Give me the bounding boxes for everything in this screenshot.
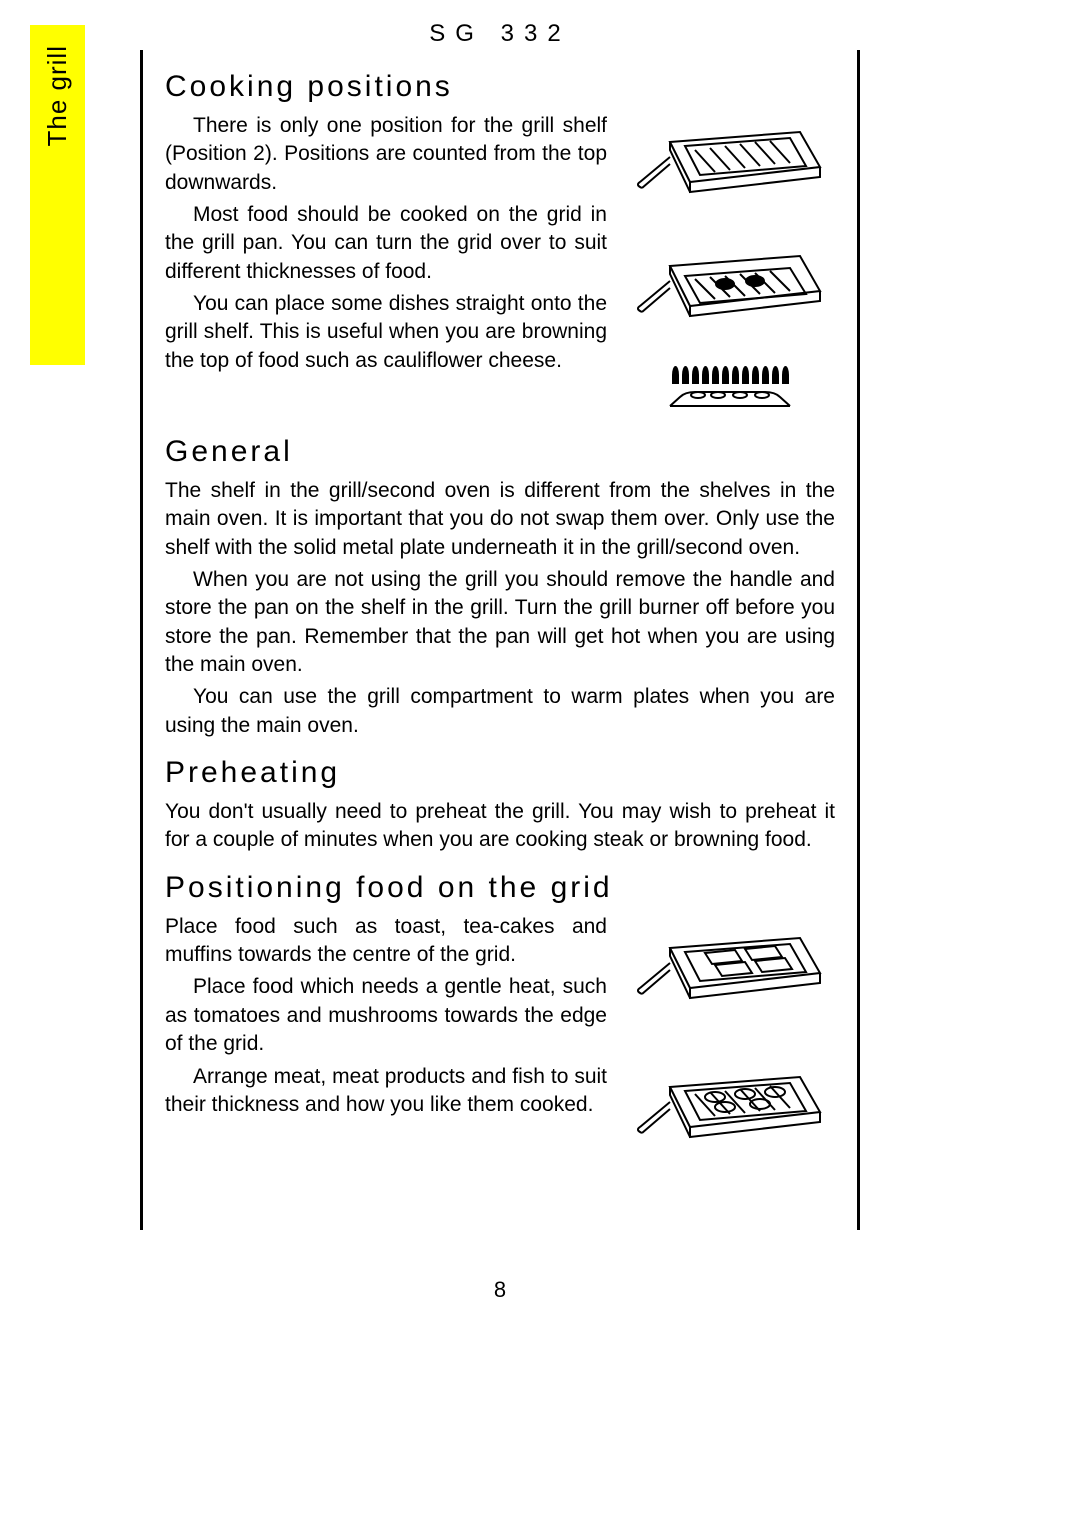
- cooking-text: There is only one position for the grill…: [165, 112, 607, 419]
- heading-positioning: Positioning food on the grid: [165, 871, 835, 905]
- grill-meat-icon: [630, 1047, 830, 1177]
- model-header: SG 332: [140, 20, 860, 48]
- cooking-block: There is only one position for the grill…: [165, 112, 835, 419]
- positioning-p1: Place food such as toast, tea-cakes and …: [165, 913, 607, 970]
- grill-toast-icon: [630, 913, 830, 1033]
- heading-general: General: [165, 435, 835, 469]
- general-p2: When you are not using the grill you sho…: [165, 566, 835, 679]
- general-p3: You can use the grill compartment to war…: [165, 683, 835, 740]
- preheating-p1: You don't usually need to preheat the gr…: [165, 798, 835, 855]
- grill-pan-high-icon: [630, 112, 830, 222]
- grill-pan-low-icon: [630, 236, 830, 346]
- heading-cooking-positions: Cooking positions: [165, 70, 835, 104]
- flames-icon: [665, 360, 795, 419]
- cooking-p2: Most food should be cooked on the grid i…: [165, 201, 607, 286]
- positioning-figures: [625, 913, 835, 1177]
- side-tab: The grill: [30, 25, 85, 365]
- cooking-p3: You can place some dishes straight onto …: [165, 290, 607, 375]
- heading-preheating: Preheating: [165, 756, 835, 790]
- page-number: 8: [140, 1277, 860, 1303]
- cooking-figures: [625, 112, 835, 419]
- page-content: Cooking positions There is only one posi…: [140, 50, 860, 1230]
- positioning-p3: Arrange meat, meat products and fish to …: [165, 1063, 607, 1120]
- general-p1: The shelf in the grill/second oven is di…: [165, 477, 835, 562]
- cooking-p1: There is only one position for the grill…: [165, 112, 607, 197]
- positioning-text: Place food such as toast, tea-cakes and …: [165, 913, 607, 1177]
- shelf-icon: [665, 384, 795, 414]
- side-tab-label: The grill: [42, 45, 73, 146]
- positioning-p2: Place food which needs a gentle heat, su…: [165, 973, 607, 1058]
- positioning-block: Place food such as toast, tea-cakes and …: [165, 913, 835, 1177]
